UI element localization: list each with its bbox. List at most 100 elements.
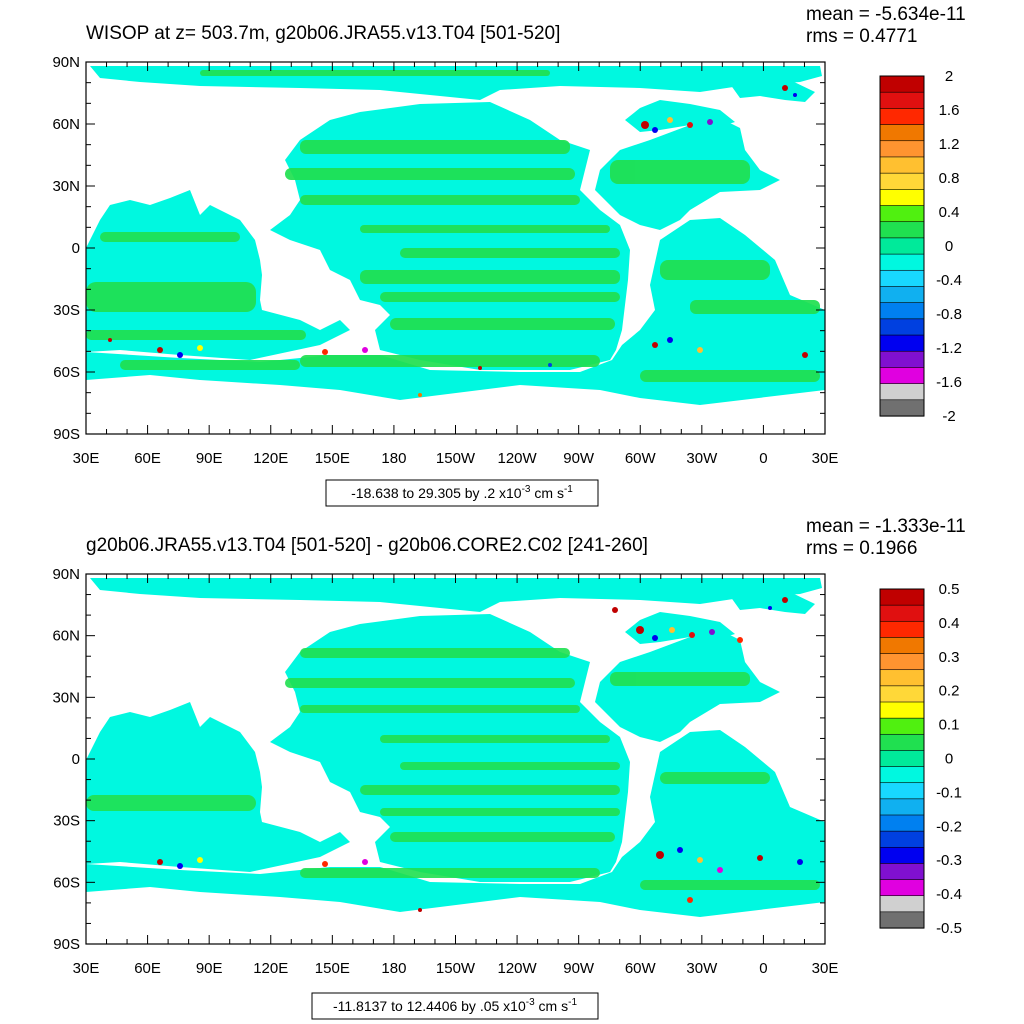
colorbar-swatch: [879, 399, 925, 417]
colorbar-swatch: [879, 846, 925, 865]
colorbar-swatch: [879, 318, 925, 336]
map-plot: [86, 574, 825, 944]
colorbar: 0.5 0.4 0.3 0.2 0.1 0 -0.1 -0.2 -0.3 -0.4 -0.5: [879, 581, 962, 937]
y-tick-label: 60N: [52, 116, 80, 133]
colorbar-label: -0.1: [936, 784, 962, 801]
colorbar-label: -1.2: [936, 340, 962, 357]
colorbar-swatch: [879, 717, 925, 735]
colorbar-swatch: [879, 269, 925, 288]
y-tick-label: 30S: [53, 302, 80, 319]
x-tick-label: 60E: [134, 960, 161, 977]
colorbar-swatch: [879, 253, 925, 271]
y-tick-label: 90N: [52, 566, 80, 583]
colorbar-label: -0.2: [936, 818, 962, 835]
colorbar-swatch: [879, 685, 925, 703]
y-tick-label: 30S: [53, 813, 80, 830]
colorbar-swatch: [879, 766, 925, 784]
y-tick-label: 90N: [52, 54, 80, 71]
y-tick-label: 90S: [53, 426, 80, 443]
y-tick-label: 90S: [53, 936, 80, 953]
colorbar-swatch: [879, 237, 925, 255]
colorbar-swatch: [879, 108, 925, 126]
colorbar-swatch: [879, 830, 925, 848]
colorbar-swatch: [879, 669, 925, 687]
colorbar-label: -0.3: [936, 852, 962, 869]
colorbar-label: -0.4: [936, 886, 962, 903]
y-tick-label: 0: [72, 751, 80, 768]
colorbar-swatch: [879, 750, 925, 768]
rms-label: rms = 0.1966: [806, 538, 917, 559]
colorbar-frame: [879, 75, 925, 417]
range-note-box: [325, 479, 599, 507]
colorbar-swatch: [879, 733, 925, 752]
x-tick-label: 90E: [196, 450, 223, 467]
x-tick-label: 60W: [625, 450, 657, 467]
colorbar-swatch: [879, 798, 925, 816]
range-note-box: [311, 992, 599, 1020]
map-plot: [86, 62, 825, 434]
x-tick-label: 150W: [436, 450, 476, 467]
range-note: -18.638 to 29.305 by .2 x10-3 cm s-1: [351, 484, 573, 501]
panel-wisop: WISOP at z= 503.7m, g20b06.JRA55.v13.T04…: [52, 4, 966, 507]
x-tick-label: 120E: [253, 960, 288, 977]
colorbar-swatch: [879, 124, 925, 142]
mean-label: mean = -1.333e-11: [806, 516, 966, 537]
colorbar: 2 1.6 1.2 0.8 0.4 0 -0.4 -0.8 -1.2 -1.6 -2: [879, 68, 962, 425]
colorbar-swatch: [879, 895, 925, 913]
x-tick-label: 30E: [812, 960, 839, 977]
x-tick-label: 30W: [686, 450, 718, 467]
colorbar-label: 0: [945, 238, 953, 255]
colorbar-label: 1.2: [939, 136, 960, 153]
colorbar-swatch: [879, 367, 925, 385]
high-variance-spots: [157, 597, 803, 912]
colorbar-swatch: [879, 189, 925, 207]
colorbar-label: 1.6: [939, 102, 960, 119]
panel-title: g20b06.JRA55.v13.T04 [501-520] - g20b06.…: [86, 535, 648, 556]
colorbar-label: -2: [942, 408, 955, 425]
x-tick-label: 30E: [73, 450, 100, 467]
colorbar-swatch: [879, 140, 925, 158]
panel-difference: g20b06.JRA55.v13.T04 [501-520] - g20b06.…: [52, 516, 966, 1020]
colorbar-label: -0.4: [936, 272, 962, 289]
x-tick-label: 90E: [196, 960, 223, 977]
colorbar-swatch: [879, 286, 925, 304]
x-tick-label: 90W: [563, 450, 595, 467]
colorbar-swatch: [879, 879, 925, 897]
colorbar-frame: [879, 588, 925, 929]
colorbar-swatch: [879, 302, 925, 320]
x-tick-label: 120E: [253, 450, 288, 467]
panel-title: WISOP at z= 503.7m, g20b06.JRA55.v13.T04…: [86, 23, 560, 44]
x-tick-label: 0: [759, 960, 767, 977]
positive-bands: [86, 648, 820, 890]
x-tick-label: 150W: [436, 960, 476, 977]
x-tick-label: 150E: [315, 450, 350, 467]
colorbar-swatch: [879, 205, 925, 223]
y-tick-label: 30N: [52, 178, 80, 195]
x-axis: 30E 60E 90E 120E 150E 180 150W 120W 90W 60W 30W 0 30…: [73, 574, 839, 977]
colorbar-swatch: [879, 172, 925, 190]
x-tick-label: 180: [381, 960, 406, 977]
colorbar-label: -1.6: [936, 374, 962, 391]
colorbar-label: -0.5: [936, 920, 962, 937]
colorbar-swatch: [879, 814, 925, 832]
colorbar-swatch: [879, 701, 925, 719]
colorbar-swatch: [879, 350, 925, 369]
colorbar-swatch: [879, 156, 925, 174]
y-tick-label: 60S: [53, 874, 80, 891]
x-tick-label: 30E: [73, 960, 100, 977]
rms-label: rms = 0.4771: [806, 26, 917, 47]
y-axis: 90N 60N 30N 0 30S 60S 90S: [52, 566, 825, 953]
positive-bands: [86, 70, 820, 382]
colorbar-swatch: [879, 620, 925, 639]
colorbar-label: 2: [945, 68, 953, 85]
colorbar-label: 0.3: [939, 649, 960, 666]
colorbar-label: 0: [945, 751, 953, 768]
colorbar-swatch: [879, 637, 925, 655]
x-tick-label: 30W: [686, 960, 718, 977]
colorbar-swatch: [879, 911, 925, 929]
colorbar-label: 0.4: [939, 615, 960, 632]
y-axis: 90N 60N 30N 0 30S 60S 90S: [52, 54, 825, 443]
x-tick-label: 60W: [625, 960, 657, 977]
colorbar-label: 0.8: [939, 170, 960, 187]
x-tick-label: 120W: [497, 450, 537, 467]
